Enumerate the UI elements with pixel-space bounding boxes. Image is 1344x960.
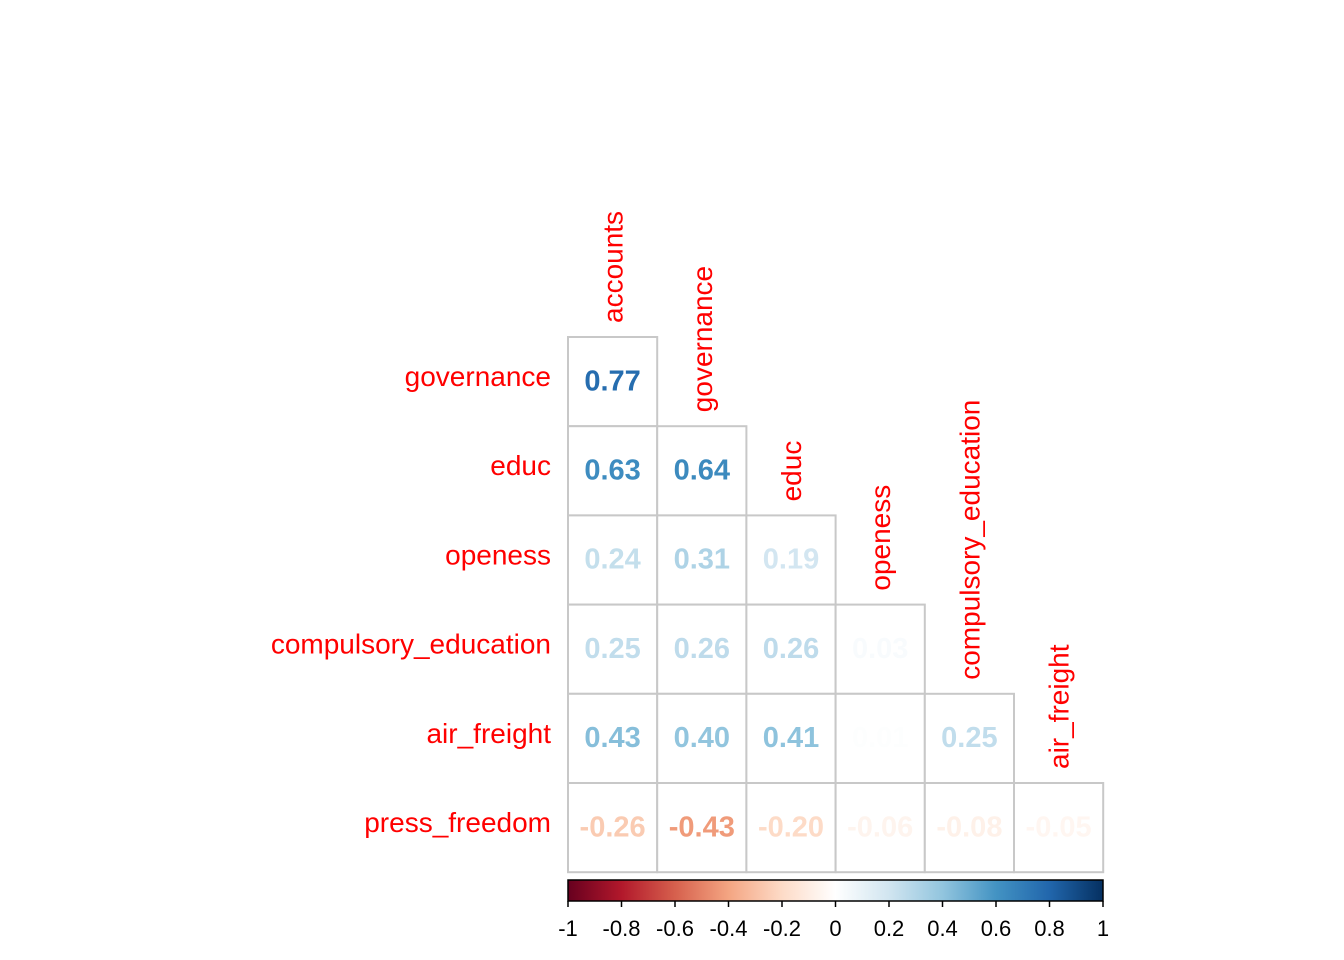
color-legend: -1 -0.8 -0.6 -0.4 -0.2 0 0.2 0.4 0.6 0.8 1 (558, 879, 1109, 941)
column-label: openess (865, 485, 896, 591)
correlation-value: 0.26 (763, 633, 819, 665)
matrix-cells: 0.77 0.63 0.64 0.24 0.31 0.19 0.25 0.26 0.26 0.03… (567, 336, 1105, 874)
matrix-cell (834, 603, 926, 695)
row-labels: governance educ openess compulsory_educatio… (271, 361, 551, 838)
correlation-value: 0.64 (674, 454, 730, 486)
column-labels: accounts governance educ openess compulsory_… (598, 211, 1075, 769)
matrix-cell (656, 603, 748, 695)
row-label: compulsory_education (271, 629, 551, 660)
column-label: accounts (598, 211, 629, 323)
matrix-cell (834, 782, 926, 874)
color-legend-tick-label: -0.4 (710, 916, 748, 941)
row-label: educ (490, 450, 551, 481)
correlation-value: 0.40 (674, 722, 730, 754)
column-label: compulsory_education (954, 400, 985, 680)
correlation-value: -0.05 (1026, 811, 1092, 843)
correlation-value: 0.03 (852, 633, 908, 665)
matrix-cell (567, 336, 659, 428)
matrix-cell (923, 782, 1015, 874)
correlation-value: -0.06 (847, 811, 913, 843)
correlation-value: 0.31 (674, 544, 730, 576)
correlation-value: 0.19 (763, 544, 819, 576)
color-legend-tick-label: -0.2 (763, 916, 801, 941)
color-legend-tick-label: -0.8 (603, 916, 641, 941)
matrix-cell (567, 782, 659, 874)
row-label: governance (405, 361, 551, 392)
color-legend-tick-label: 0.6 (981, 916, 1012, 941)
color-legend-tick-label: -0.6 (656, 916, 694, 941)
correlation-value: 0.41 (763, 722, 819, 754)
color-legend-bar (567, 879, 1104, 902)
correlation-value: 0.25 (941, 722, 997, 754)
correlation-value: 0.63 (584, 454, 640, 486)
row-label: air_freight (426, 718, 551, 749)
column-label: air_freight (1044, 644, 1075, 769)
correlation-value: -0.08 (936, 811, 1002, 843)
correlation-value: -0.26 (580, 811, 646, 843)
color-legend-tick-label: 0.4 (927, 916, 958, 941)
correlation-value: 0.24 (584, 544, 640, 576)
matrix-cell (656, 782, 748, 874)
column-label: governance (687, 266, 718, 412)
color-legend-tick-label: 0 (829, 916, 841, 941)
column-label: educ (776, 441, 807, 502)
row-label: press_freedom (364, 807, 551, 838)
matrix-cell (1013, 782, 1105, 874)
matrix-cell (656, 692, 748, 784)
color-legend-tick-label: 0.2 (874, 916, 905, 941)
matrix-cell (834, 692, 926, 784)
color-legend-tick-label: -1 (558, 916, 578, 941)
correlation-value: 0.43 (584, 722, 640, 754)
row-label: openess (445, 539, 551, 570)
correlation-value: -0.20 (758, 811, 824, 843)
matrix-cell (567, 425, 659, 517)
correlation-value: 0.25 (584, 633, 640, 665)
matrix-cell (745, 514, 837, 606)
correlation-value: 0.01 (852, 722, 908, 754)
matrix-cell (745, 782, 837, 874)
color-legend-tick-label: 1 (1097, 916, 1109, 941)
color-legend-tick-label: 0.8 (1034, 916, 1065, 941)
correlation-value: 0.26 (674, 633, 730, 665)
correlation-value: 0.77 (584, 365, 640, 397)
correlation-value: -0.43 (669, 811, 735, 843)
